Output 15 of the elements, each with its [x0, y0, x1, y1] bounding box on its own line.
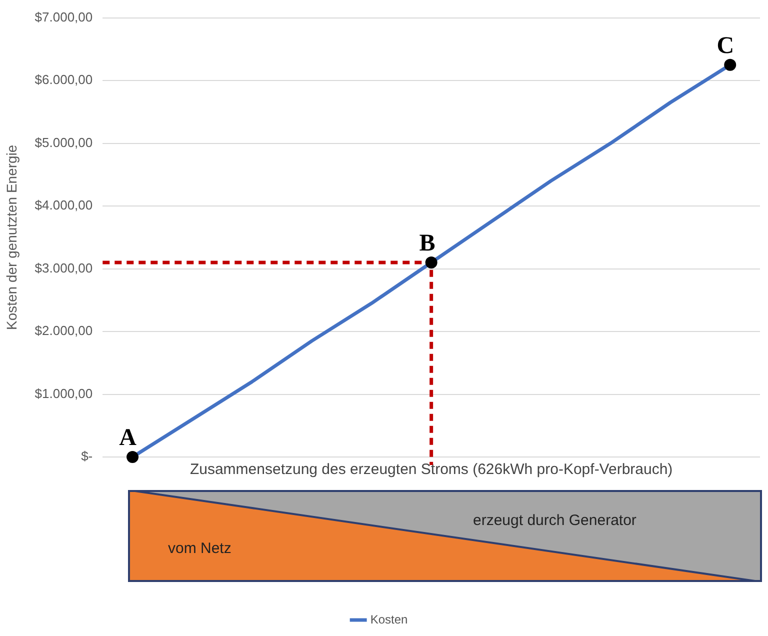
y-tick-label: $7.000,00	[34, 9, 93, 24]
share-diagram: vom Netz erzeugt durch Generator	[128, 490, 762, 582]
y-tick-label: $4.000,00	[34, 198, 93, 213]
y-axis-title: Kosten der genutzten Energie	[3, 144, 20, 330]
x-axis-title: Zusammensetzung des erzeugten Stroms (626kWh pro-Kopf-Verbrauch)	[190, 461, 673, 478]
y-tick-label: $-	[81, 448, 93, 464]
annotation: C	[716, 33, 734, 60]
annotation: A	[119, 425, 138, 452]
annotation: B	[419, 230, 436, 257]
y-tick-label: $5.000,00	[34, 134, 93, 150]
legend-label: Kosten	[370, 612, 408, 626]
y-tick-label: $1.000,00	[34, 386, 93, 401]
y-tick-label: $6.000,00	[34, 72, 93, 88]
y-tick-label: $2.000,00	[34, 323, 93, 338]
y-tick-label: $3.000,00	[34, 260, 93, 276]
